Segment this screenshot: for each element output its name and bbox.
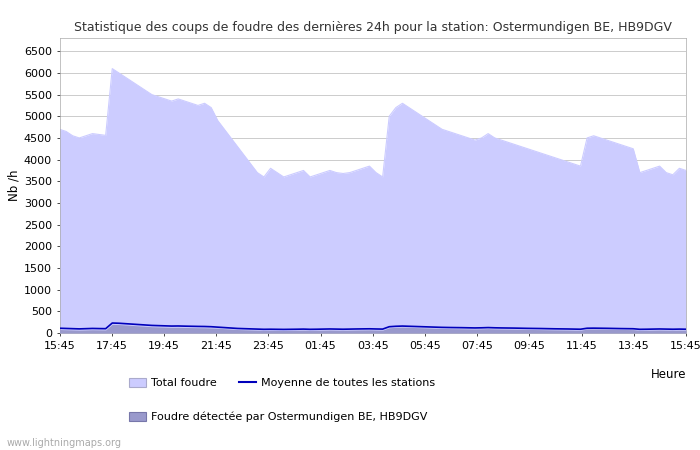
Legend: Total foudre, Moyenne de toutes les stations: Total foudre, Moyenne de toutes les stat… — [125, 374, 440, 393]
Text: Heure: Heure — [650, 369, 686, 381]
Legend: Foudre détectée par Ostermundigen BE, HB9DGV: Foudre détectée par Ostermundigen BE, HB… — [125, 407, 432, 427]
Text: www.lightningmaps.org: www.lightningmaps.org — [7, 438, 122, 448]
Y-axis label: Nb /h: Nb /h — [8, 170, 21, 202]
Title: Statistique des coups de foudre des dernières 24h pour la station: Ostermundigen: Statistique des coups de foudre des dern… — [74, 21, 672, 34]
